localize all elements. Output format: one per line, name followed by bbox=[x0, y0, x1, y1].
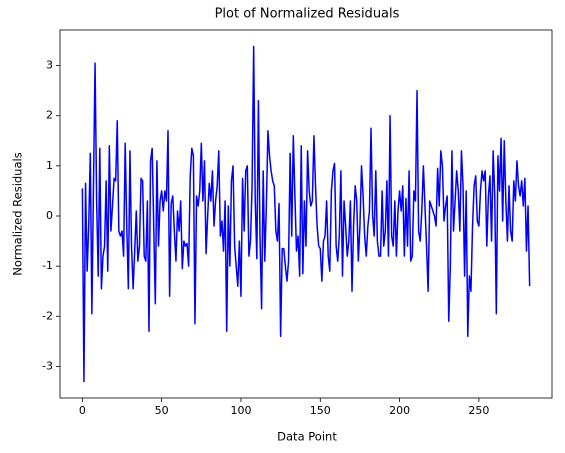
x-tick-label: 100 bbox=[230, 404, 251, 417]
x-tick-label: 150 bbox=[310, 404, 331, 417]
x-tick-label: 200 bbox=[389, 404, 410, 417]
x-tick-label: 50 bbox=[155, 404, 169, 417]
x-tick-label: 250 bbox=[468, 404, 489, 417]
y-tick-label: 3 bbox=[46, 59, 53, 72]
line bbox=[81, 45, 531, 383]
y-axis-label: Normalized Residuals bbox=[11, 152, 25, 275]
plot-frame bbox=[59, 29, 553, 399]
x-axis-label: Data Point bbox=[277, 430, 337, 444]
y-tick-label: -1 bbox=[42, 259, 53, 272]
y-tick-label: -2 bbox=[42, 309, 53, 322]
y-tick-label: 1 bbox=[46, 159, 53, 172]
y-tick-label: 2 bbox=[46, 109, 53, 122]
y-tick-label: -3 bbox=[42, 359, 53, 372]
x-tick-label: 0 bbox=[79, 404, 86, 417]
y-tick-label: 0 bbox=[46, 209, 53, 222]
chart-title: Plot of Normalized Residuals bbox=[215, 7, 400, 22]
